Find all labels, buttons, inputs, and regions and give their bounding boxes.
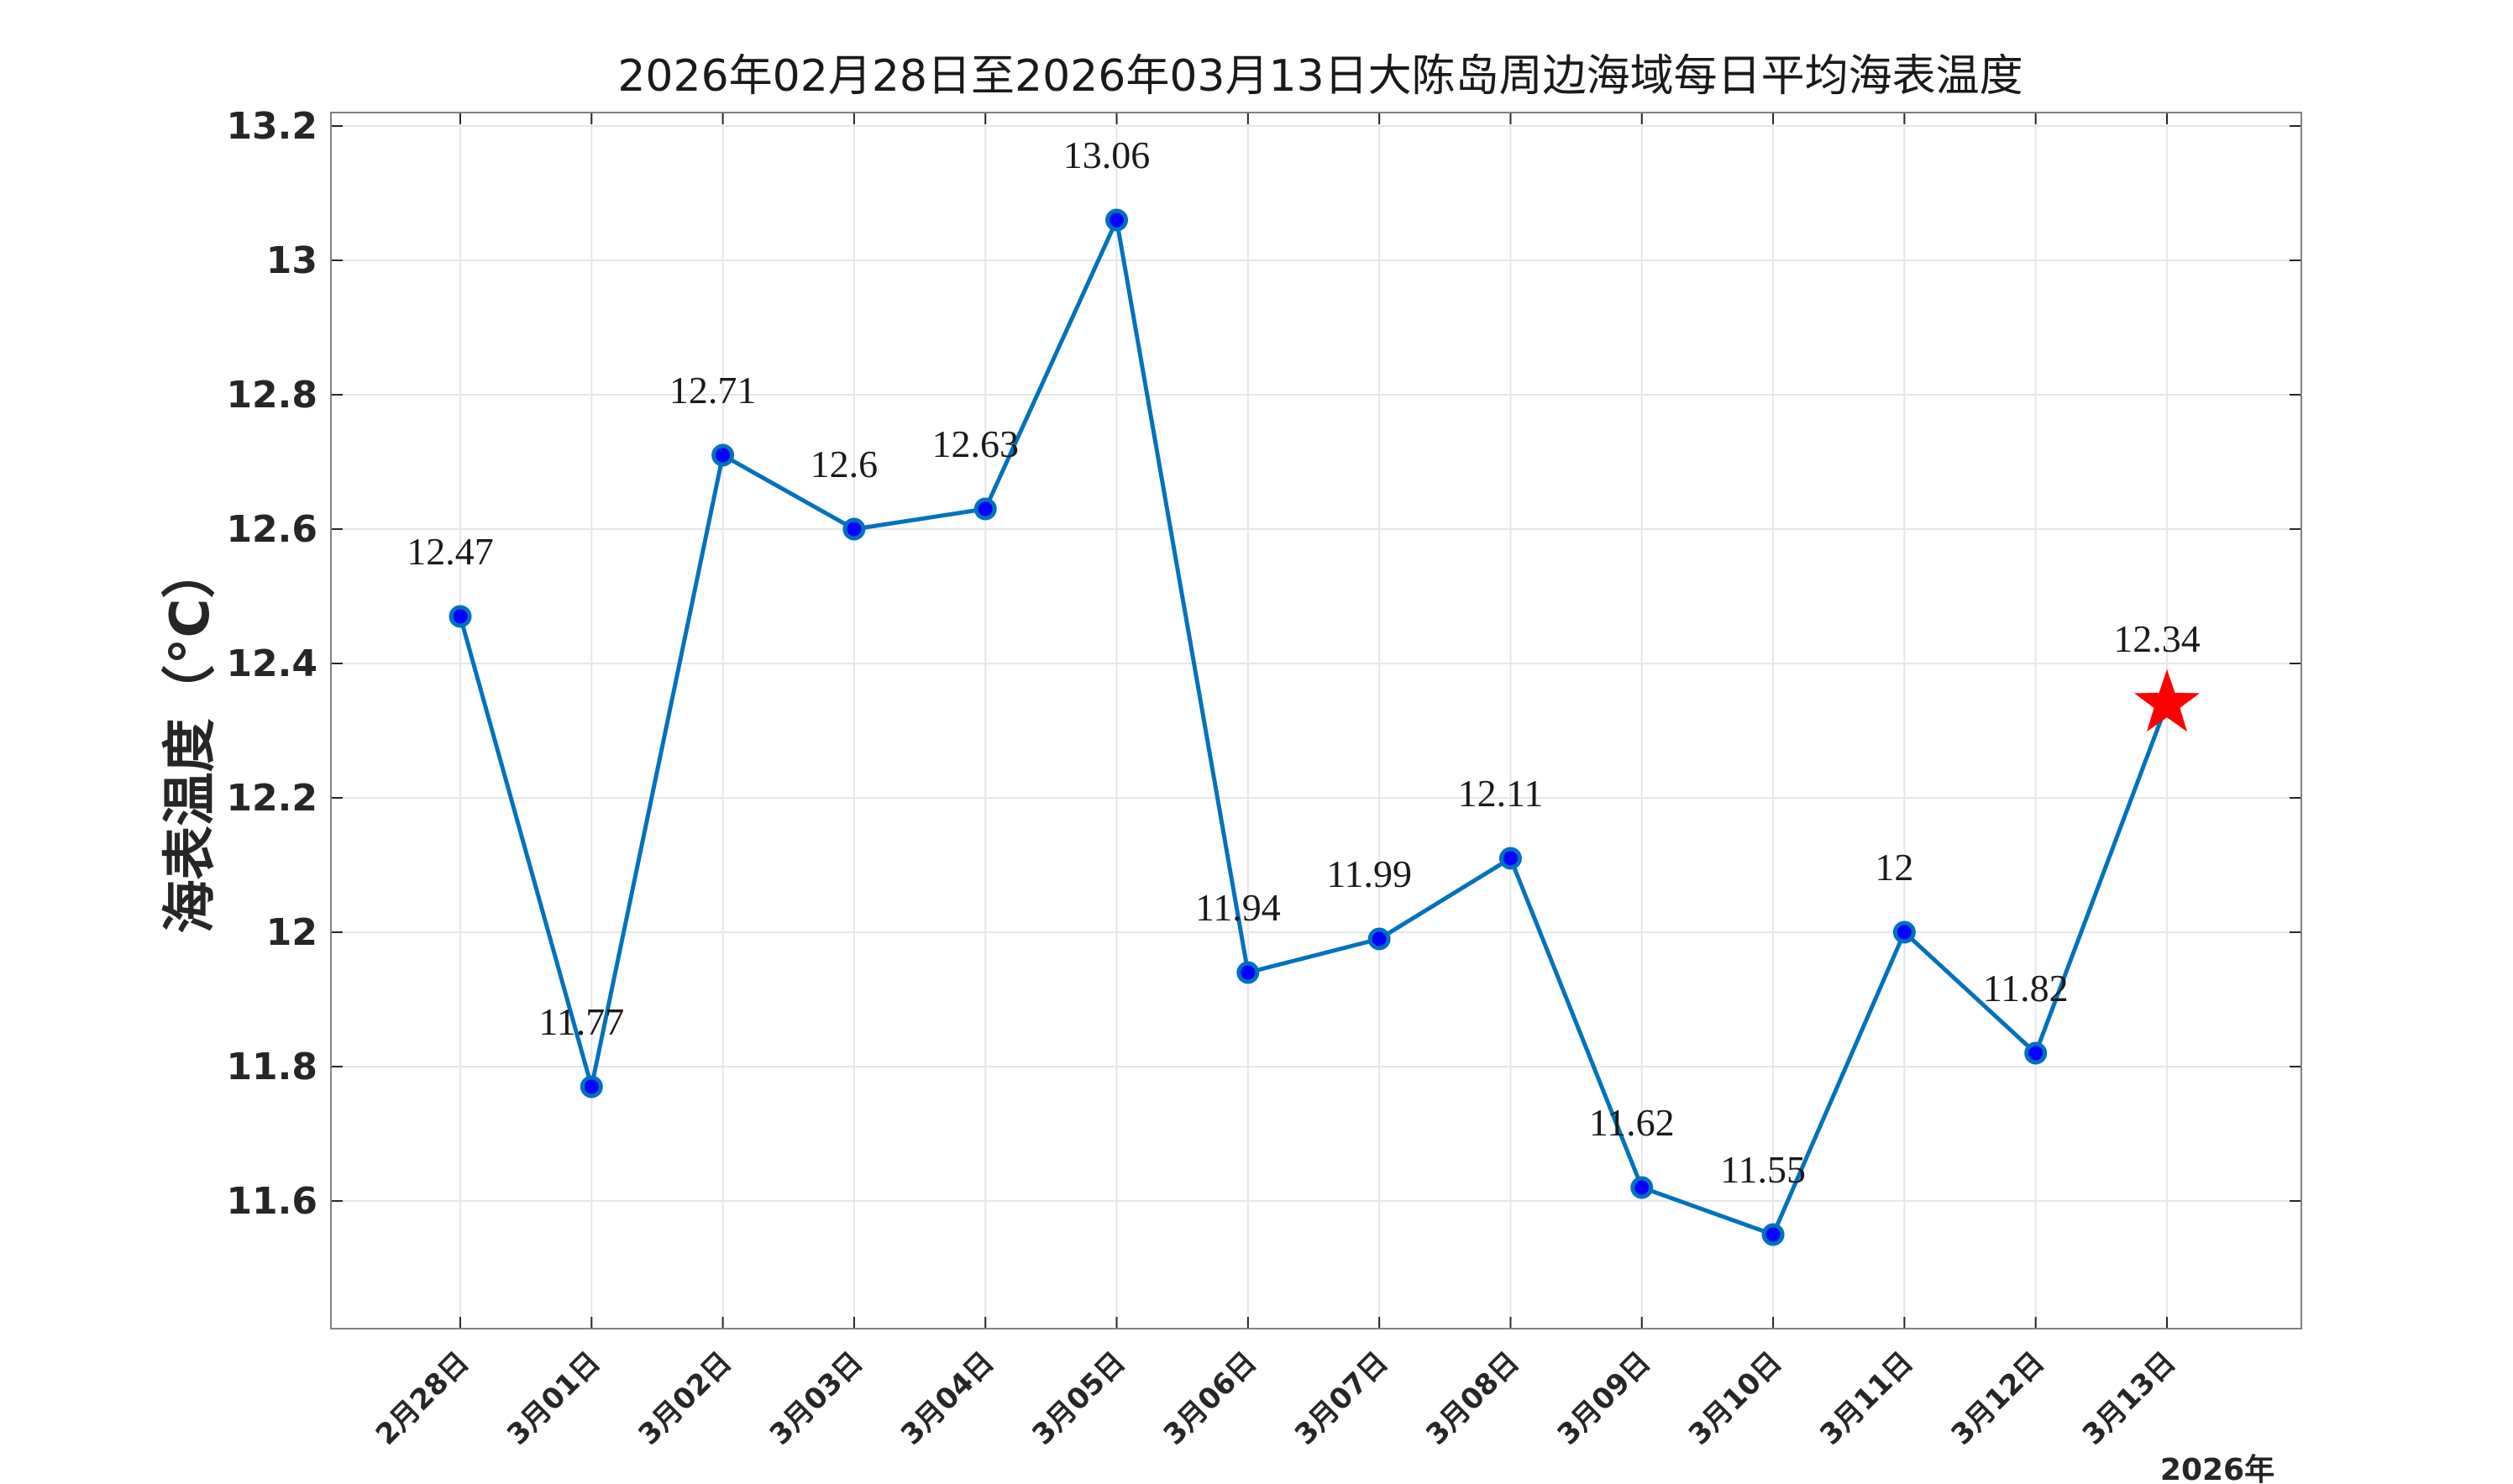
data-point (842, 517, 866, 541)
data-label: 12.34 (2113, 617, 2201, 660)
x-tick-label: 3月02日 (632, 1345, 738, 1452)
x-tick-label: 3月06日 (1157, 1345, 1264, 1452)
y-tick-label: 13 (266, 239, 317, 282)
data-point (973, 497, 997, 521)
x-tick-label: 3月13日 (2076, 1345, 2183, 1452)
data-labels: 12.47 11.77 12.71 12.6 12.63 13.06 11.94 11.99 1… (407, 134, 2201, 1191)
series-line (458, 218, 2169, 1237)
x-tick-label: 3月08日 (1419, 1345, 1526, 1452)
data-point (2024, 1041, 2048, 1065)
data-point (1105, 208, 1129, 232)
data-label: 12.47 (407, 530, 494, 573)
data-point (711, 443, 735, 467)
y-axis-label: 海表温度（°C） (160, 545, 222, 934)
data-label: 11.77 (538, 1000, 624, 1043)
data-point (1236, 961, 1260, 984)
x-tick-label: 3月07日 (1288, 1345, 1395, 1452)
y-tick-label: 11.6 (226, 1180, 317, 1223)
plot-frame (330, 112, 2302, 1329)
grid (331, 113, 2301, 1329)
series-sst (449, 208, 2201, 1246)
data-point (1498, 847, 1522, 870)
year-label: 2026年 (2160, 1453, 2274, 1484)
data-label: 12 (1875, 846, 1913, 889)
data-point (580, 1075, 603, 1099)
x-tick-label: 3月09日 (1551, 1345, 1658, 1452)
x-tick-label: 3月04日 (895, 1345, 1001, 1452)
y-tick-label: 12.6 (226, 508, 317, 551)
x-tick-label: 3月03日 (763, 1345, 870, 1452)
data-label: 12.6 (811, 443, 879, 485)
plot-area (331, 113, 2301, 1329)
y-tick-label: 12.8 (226, 374, 317, 417)
data-point (1367, 927, 1391, 951)
data-point (1761, 1223, 1785, 1246)
y-tick-label: 12.4 (226, 642, 317, 685)
y-tick-label: 12 (266, 911, 317, 954)
x-tick-label: 3月05日 (1026, 1345, 1132, 1452)
x-tick-label: 3月11日 (1813, 1345, 1920, 1452)
data-point (449, 605, 472, 628)
y-tick-label: 11.8 (226, 1046, 317, 1088)
x-tick-label: 3月10日 (1682, 1345, 1789, 1452)
x-tick-label: 3月12日 (1944, 1345, 2051, 1452)
data-label: 11.55 (1720, 1148, 1806, 1191)
data-label: 11.62 (1589, 1101, 1675, 1144)
data-label: 12.63 (931, 422, 1019, 465)
y-tick-label: 13.2 (226, 105, 317, 148)
data-label: 12.11 (1458, 772, 1544, 815)
chart-title: 2026年02月28日至2026年03月13日大陈岛周边海域每日平均海表温度 (617, 51, 2022, 102)
x-tick-label: 2月28日 (370, 1345, 476, 1452)
data-label: 11.99 (1326, 852, 1412, 895)
y-tick-label: 12.2 (226, 777, 317, 820)
data-point (1630, 1176, 1654, 1199)
data-label: 12.71 (669, 369, 757, 412)
highlight-star-marker (2133, 669, 2201, 732)
data-point (1892, 920, 1916, 944)
x-tick-label: 3月01日 (501, 1345, 607, 1452)
data-label: 11.94 (1195, 886, 1281, 929)
data-label: 11.82 (1983, 967, 2069, 1009)
data-label: 13.06 (1063, 134, 1151, 176)
